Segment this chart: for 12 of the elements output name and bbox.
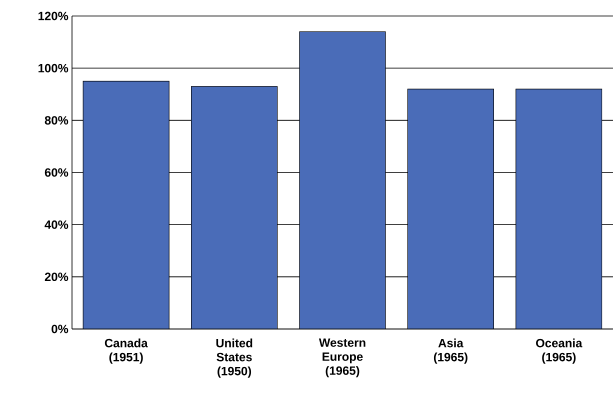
- y-tick-label: 100%: [38, 64, 68, 72]
- x-tick-label: Asia (1965): [434, 338, 468, 364]
- x-tick-label: Oceania (1965): [536, 338, 582, 364]
- y-tick-label: 60%: [44, 168, 68, 177]
- x-tick-label: United States (1950): [216, 338, 252, 378]
- x-tick-label: Canada (1951): [104, 338, 148, 364]
- y-tick-label: 0%: [52, 324, 68, 334]
- x-tick-label: Western Europe (1965): [318, 338, 366, 378]
- y-tick-label: 120%: [38, 12, 68, 20]
- y-tick-label: 20%: [44, 272, 68, 282]
- y-tick-label: 40%: [44, 220, 68, 229]
- y-tick-label: 80%: [44, 116, 68, 125]
